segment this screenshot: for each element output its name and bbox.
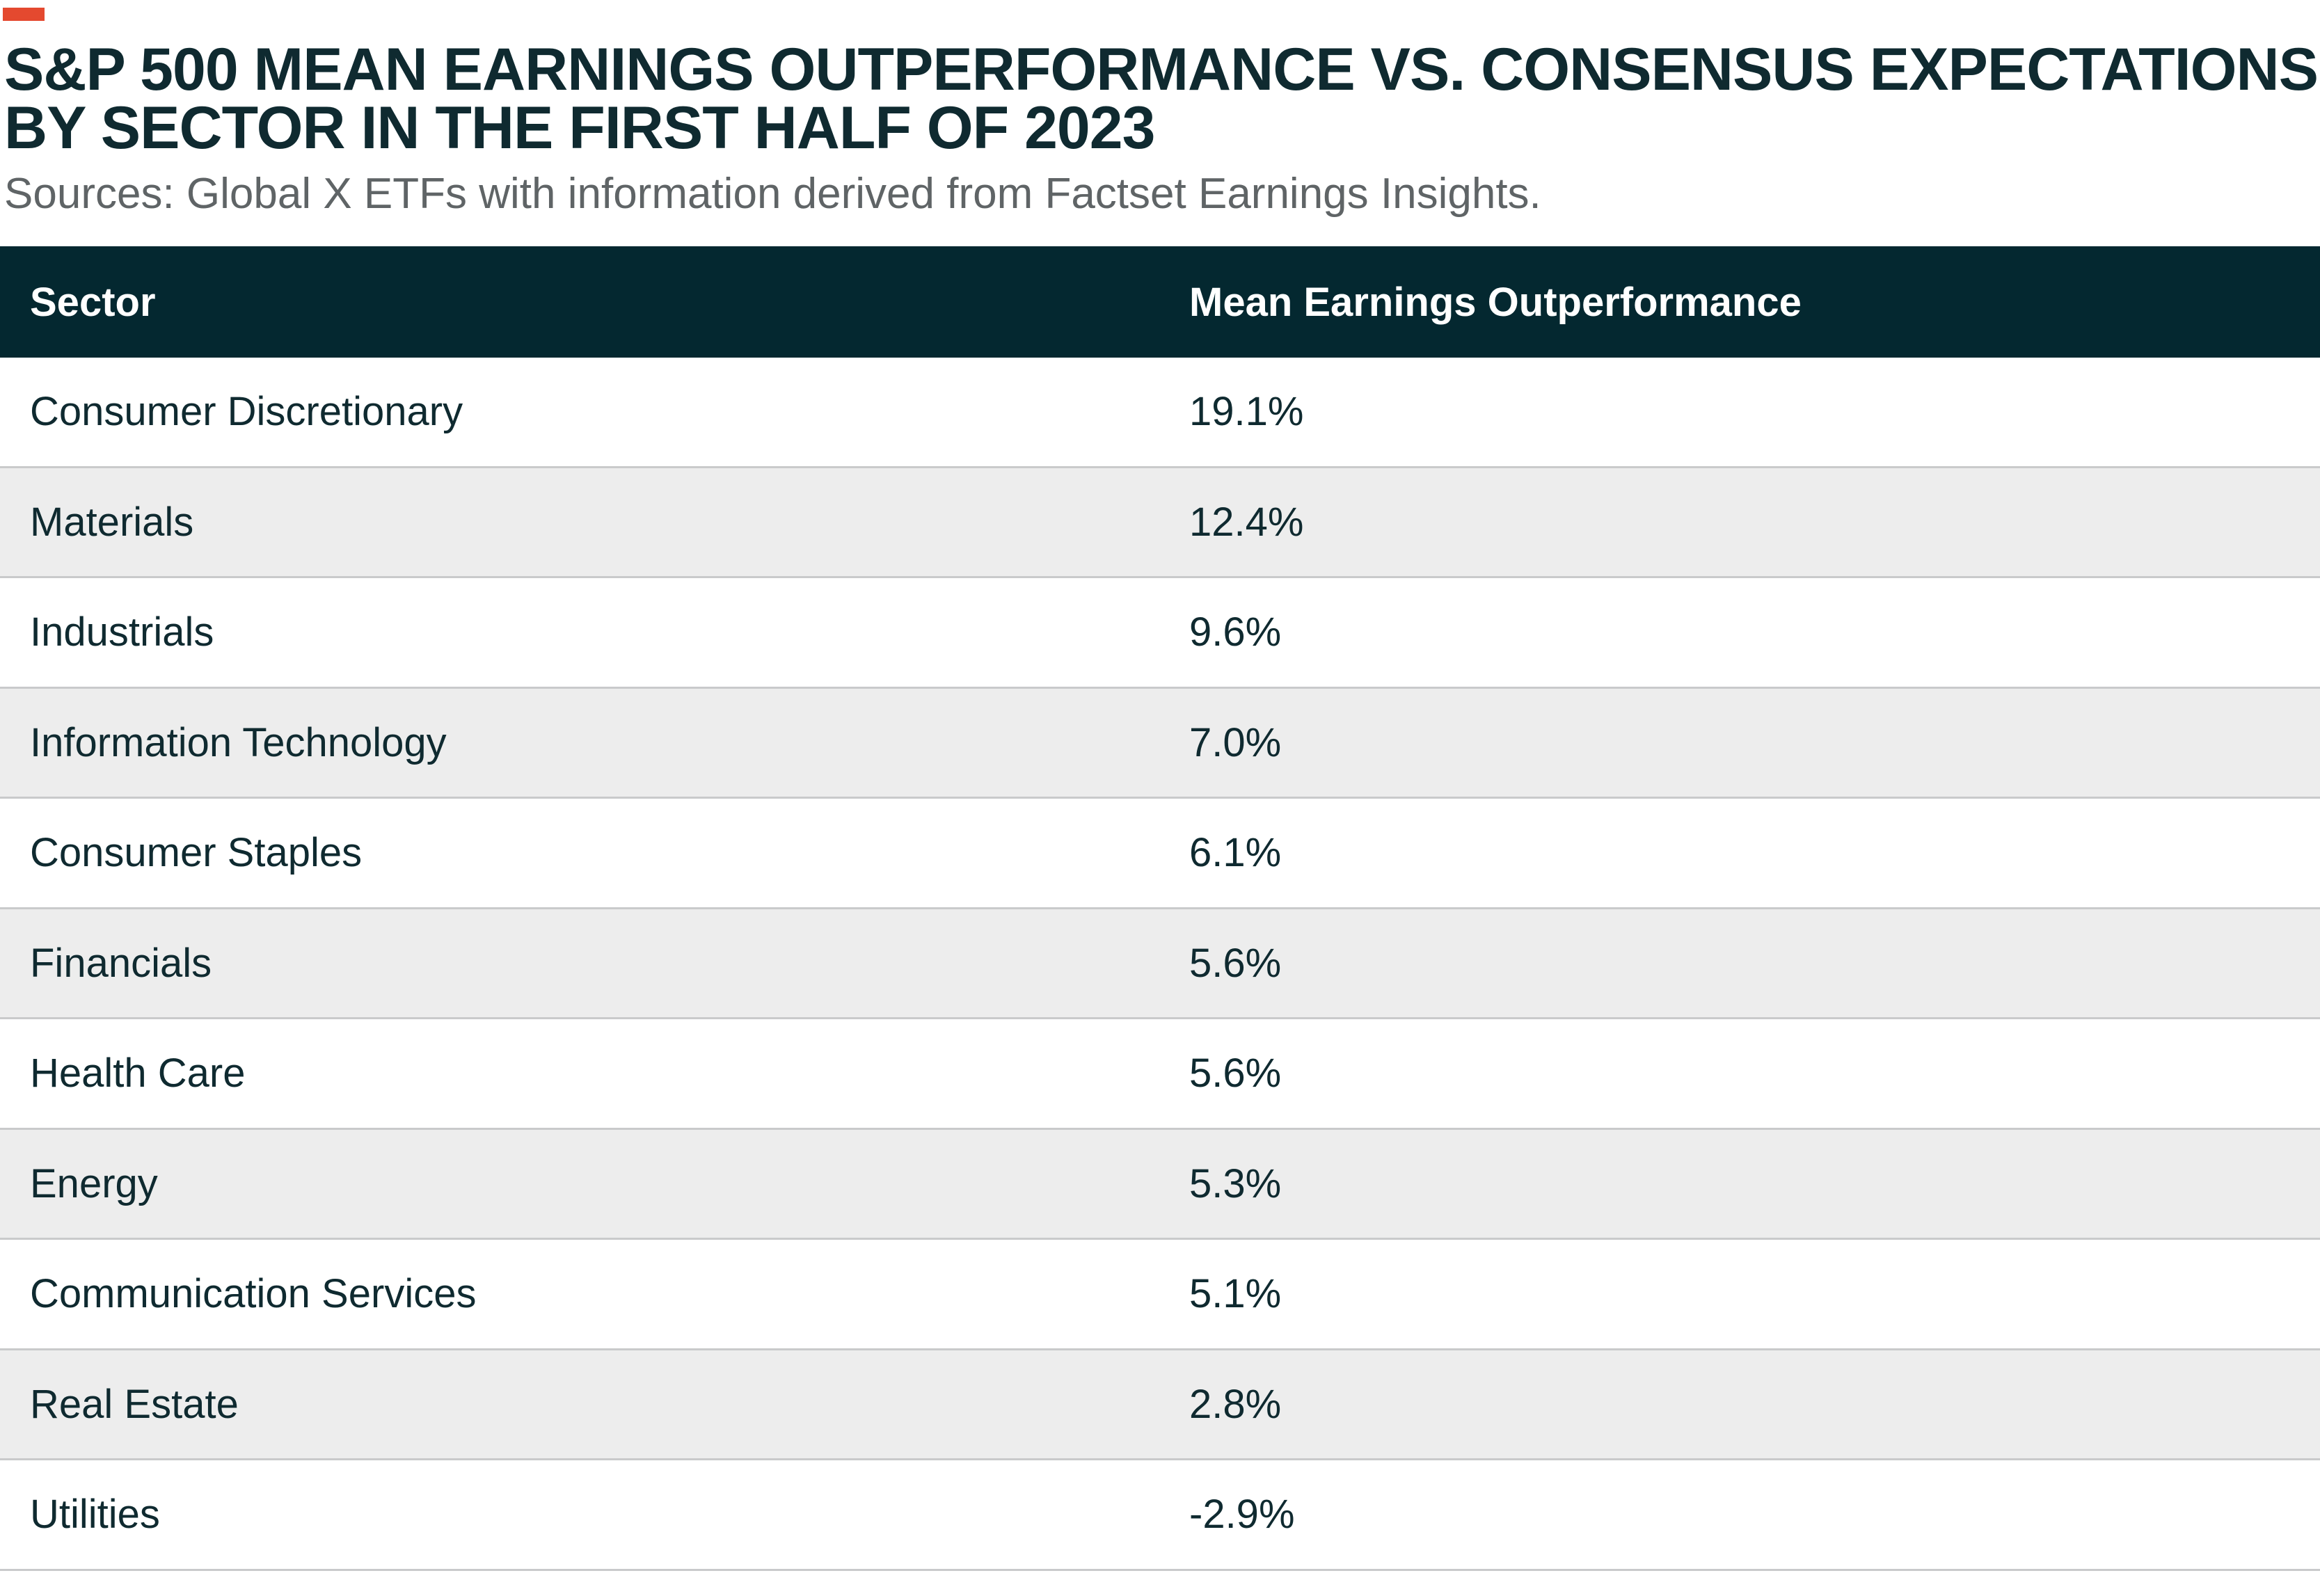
- table-row: Health Care 5.6%: [0, 1019, 2320, 1130]
- table-header-row: Sector Mean Earnings Outperformance: [0, 246, 2320, 358]
- table-row: Materials 12.4%: [0, 468, 2320, 578]
- cell-sector: Real Estate: [30, 1381, 239, 1427]
- cell-outperformance: 6.1%: [1189, 830, 1282, 876]
- table-row: Real Estate 2.8%: [0, 1350, 2320, 1460]
- table-row: Consumer Staples 6.1%: [0, 799, 2320, 909]
- chart-title-line-2: BY SECTOR IN THE FIRST HALF OF 2023: [4, 95, 1155, 161]
- cell-sector: Materials: [30, 499, 194, 545]
- cell-sector: Utilities: [30, 1492, 160, 1538]
- cell-sector: Health Care: [30, 1051, 246, 1096]
- cell-outperformance: 5.3%: [1189, 1160, 1282, 1206]
- cell-sector: Consumer Discretionary: [30, 389, 463, 435]
- column-header-sector: Sector: [30, 279, 156, 325]
- table-row: Consumer Discretionary 19.1%: [0, 358, 2320, 468]
- table-body: Consumer Discretionary 19.1% Materials 12.4…: [0, 358, 2320, 1571]
- chart-source-note: Sources: Global X ETFs with information …: [4, 170, 1541, 218]
- cell-outperformance: 5.6%: [1189, 1051, 1282, 1096]
- cell-outperformance: 9.6%: [1189, 609, 1282, 655]
- cell-sector: Energy: [30, 1160, 158, 1206]
- table-row: Information Technology 7.0%: [0, 688, 2320, 799]
- table-row: Energy 5.3%: [0, 1129, 2320, 1240]
- cell-outperformance: 12.4%: [1189, 499, 1304, 545]
- cell-outperformance: 2.8%: [1189, 1381, 1282, 1427]
- cell-sector: Industrials: [30, 609, 214, 655]
- cell-outperformance: 19.1%: [1189, 389, 1304, 435]
- cell-outperformance: -2.9%: [1189, 1492, 1295, 1538]
- cell-outperformance: 7.0%: [1189, 719, 1282, 765]
- table-row: Industrials 9.6%: [0, 578, 2320, 689]
- column-header-outperformance: Mean Earnings Outperformance: [1189, 279, 1802, 325]
- table-row: Financials 5.6%: [0, 909, 2320, 1019]
- chart-title: S&P 500 MEAN EARNINGS OUTPERFORMANCE VS.…: [4, 36, 2319, 161]
- chart-title-line-1: S&P 500 MEAN EARNINGS OUTPERFORMANCE VS.…: [4, 36, 2319, 103]
- cell-outperformance: 5.1%: [1189, 1271, 1282, 1317]
- sector-table: Sector Mean Earnings Outperformance Cons…: [0, 246, 2320, 1571]
- cell-sector: Communication Services: [30, 1271, 477, 1317]
- table-row: Communication Services 5.1%: [0, 1240, 2320, 1350]
- cell-sector: Consumer Staples: [30, 830, 363, 876]
- cell-outperformance: 5.6%: [1189, 940, 1282, 986]
- cell-sector: Information Technology: [30, 719, 447, 765]
- table-row: Utilities -2.9%: [0, 1460, 2320, 1571]
- cell-sector: Financials: [30, 940, 212, 986]
- accent-bar: [3, 8, 45, 21]
